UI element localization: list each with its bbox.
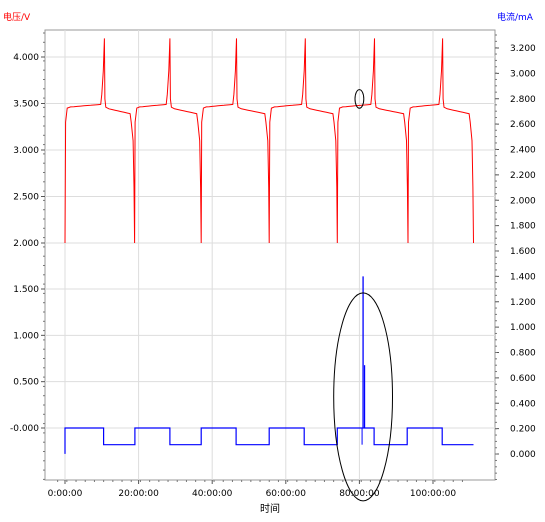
right-tick-label: 1.000: [510, 323, 536, 333]
left-tick-label: -0.000: [10, 424, 39, 434]
current-series-line: [64, 427, 474, 454]
right-tick-label: 1.800: [510, 222, 536, 232]
left-tick-label: 0.500: [13, 378, 39, 388]
left-axis-label: 电压/V: [3, 11, 31, 23]
x-tick-label: 0:00:00: [48, 489, 83, 499]
left-tick-label: 2.500: [13, 193, 39, 203]
x-tick-label: 20:00:00: [118, 489, 159, 499]
x-tick-label: 40:00:00: [192, 489, 233, 499]
annotation-ellipse: [333, 292, 394, 502]
left-axis-ticks: 2.000 2.500 3.000 3.500 4.000 -0.000 0.500 1.00…: [10, 32, 45, 480]
left-tick-label: 3.500: [13, 100, 39, 110]
plot-frame: [44, 29, 496, 481]
right-tick-label: 3.200: [510, 44, 536, 54]
right-tick-label: 2.200: [510, 171, 536, 181]
right-axis-label: 电流/mA: [497, 11, 534, 23]
x-tick-label: 80:00:00: [339, 489, 380, 499]
left-tick-label: 3.000: [13, 146, 39, 156]
left-tick-label: 2.000: [13, 239, 39, 249]
right-tick-label: 0.000: [510, 450, 536, 460]
x-tick-label: 60:00:00: [266, 489, 307, 499]
right-tick-label: 1.200: [510, 298, 536, 308]
right-axis-ticks: 0.000 0.200 0.400 0.600 0.800 1.000 1.200 1.400…: [495, 34, 536, 480]
current-spike: [361, 276, 366, 445]
x-tick-label: 100:00:00: [410, 489, 456, 499]
voltage-series-line: [64, 38, 474, 244]
right-tick-label: 1.400: [510, 272, 536, 282]
right-tick-label: 0.200: [510, 425, 536, 435]
annotation-ellipse: [354, 89, 365, 109]
right-tick-label: 2.800: [510, 95, 536, 105]
right-tick-label: 2.600: [510, 120, 536, 130]
right-tick-label: 0.600: [510, 374, 536, 384]
left-tick-label: 1.000: [13, 331, 39, 341]
right-tick-label: 2.400: [510, 146, 536, 156]
right-tick-label: 0.800: [510, 349, 536, 359]
right-tick-label: 0.400: [510, 399, 536, 409]
annotations: [333, 89, 394, 502]
right-tick-label: 2.000: [510, 196, 536, 206]
right-tick-label: 1.600: [510, 247, 536, 257]
x-axis-label: 时间: [260, 502, 280, 515]
right-tick-label: 3.000: [510, 69, 536, 79]
left-tick-label: 4.000: [13, 53, 39, 63]
left-tick-label: 1.500: [13, 285, 39, 295]
x-axis-ticks: 0:00:00 20:00:00 40:00:00 60:00:00 80:00:00 1…: [48, 480, 463, 499]
